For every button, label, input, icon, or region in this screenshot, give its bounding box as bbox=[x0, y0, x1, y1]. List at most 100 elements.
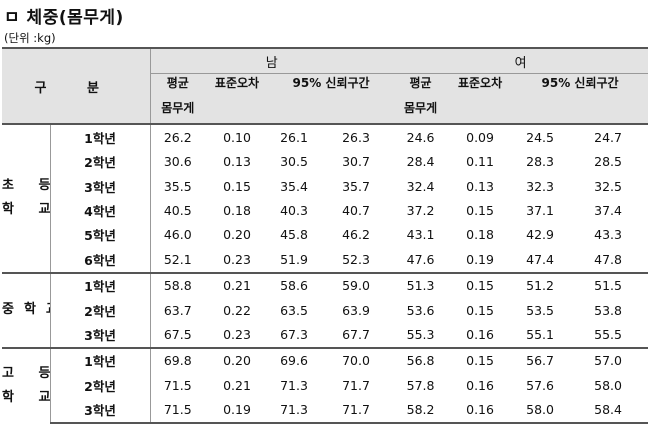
header-row: 구 분 남 여 bbox=[2, 46, 649, 125]
female-value-cell: 43.3 bbox=[594, 227, 622, 243]
male-value-cell: 0.23 bbox=[223, 251, 251, 267]
female-value-cell: 43.1 bbox=[406, 227, 435, 243]
female-value-cell: 28.3 bbox=[526, 154, 554, 170]
grade-label: 1학년 bbox=[50, 346, 151, 374]
male-value-cell: 63.5 bbox=[280, 302, 308, 318]
male-value-cell: 69.8 bbox=[150, 346, 206, 374]
school-group-label: 고 등학 교 bbox=[2, 346, 51, 423]
male-value-cell: 26.1 bbox=[269, 123, 320, 150]
female-value-cell: 55.3 bbox=[406, 326, 435, 342]
female-value-cell: 55.1 bbox=[526, 326, 554, 342]
female-value-cell: 56.8 bbox=[393, 346, 449, 374]
female-value-cell: 0.16 bbox=[466, 377, 494, 393]
male-value-cell: 0.20 bbox=[223, 227, 251, 243]
male-value-cell: 59.0 bbox=[319, 271, 394, 298]
male-mean-header-line2: 몸무게 bbox=[150, 98, 206, 125]
female-value-cell: 55.5 bbox=[594, 326, 622, 342]
male-value-cell: 46.0 bbox=[163, 227, 192, 243]
unit-label: (단위 :kg) bbox=[4, 31, 56, 45]
female-value-cell: 57.0 bbox=[568, 346, 649, 374]
school-group-label-line1: 고 등 bbox=[2, 365, 49, 381]
table-row: 2학년 71.5 0.21 71.3 71.7 57.8 0.16 57.6 58.0 bbox=[2, 373, 648, 398]
male-value-cell: 26.3 bbox=[319, 123, 394, 150]
male-value-cell: 35.5 bbox=[163, 178, 192, 194]
female-value-cell: 57.8 bbox=[406, 377, 435, 393]
female-value-cell: 0.16 bbox=[466, 326, 494, 342]
school-group-label-line2: 학 교 bbox=[2, 389, 49, 405]
female-value-cell: 47.4 bbox=[526, 251, 554, 267]
female-value-cell: 32.4 bbox=[406, 178, 435, 194]
grade-label: 1학년 bbox=[50, 123, 151, 150]
male-value-cell: 46.2 bbox=[342, 227, 370, 243]
male-value-cell: 71.7 bbox=[342, 377, 370, 393]
grade-label: 4학년 bbox=[50, 198, 151, 223]
female-value-cell: 24.7 bbox=[568, 123, 649, 150]
female-value-cell: 0.18 bbox=[466, 227, 494, 243]
male-value-cell: 71.3 bbox=[280, 377, 308, 393]
male-value-cell: 35.7 bbox=[342, 178, 370, 194]
grade-label: 2학년 bbox=[50, 149, 151, 174]
female-value-cell: 24.5 bbox=[512, 123, 569, 150]
table-row: 2학년 63.7 0.22 63.5 63.9 53.6 0.15 53.5 53.8 bbox=[2, 297, 648, 323]
male-value-cell: 71.3 bbox=[269, 397, 320, 424]
male-value-cell: 45.8 bbox=[280, 227, 308, 243]
table-row: 2학년 30.6 0.13 30.5 30.7 28.4 0.11 28.3 28.5 bbox=[2, 149, 648, 174]
grade-label: 2학년 bbox=[50, 297, 151, 323]
page-title: ㅁ 체중(몸무게) bbox=[4, 8, 124, 28]
grade-label: 5학년 bbox=[50, 222, 151, 248]
male-value-cell: 0.19 bbox=[205, 397, 270, 424]
male-value-cell: 0.20 bbox=[205, 346, 270, 374]
male-value-cell: 0.13 bbox=[223, 154, 251, 170]
female-value-cell: 42.9 bbox=[526, 227, 554, 243]
table-row: 5학년 46.0 0.20 45.8 46.2 43.1 0.18 42.9 43.3 bbox=[2, 222, 648, 248]
subheader-row-2: 몸무게 몸무게 bbox=[2, 98, 649, 125]
female-value-cell: 0.15 bbox=[466, 302, 494, 318]
grade-label: 1학년 bbox=[50, 271, 151, 298]
female-value-cell: 0.11 bbox=[466, 154, 494, 170]
grade-label: 6학년 bbox=[50, 247, 151, 273]
table-row: 6학년 52.1 0.23 51.9 52.3 47.6 0.19 47.4 47.8 bbox=[2, 247, 648, 273]
male-value-cell: 0.21 bbox=[205, 271, 270, 298]
male-mean-header: 평균 bbox=[150, 73, 206, 99]
male-value-cell: 67.5 bbox=[163, 326, 192, 342]
table-row: 고 등학 교1학년69.80.2069.670.056.80.1556.757.… bbox=[2, 346, 649, 423]
male-value-cell: 0.21 bbox=[223, 377, 251, 393]
male-value-cell: 30.5 bbox=[280, 154, 308, 170]
female-value-cell: 51.3 bbox=[393, 271, 449, 298]
female-value-cell: 47.6 bbox=[406, 251, 435, 267]
male-value-cell: 40.5 bbox=[163, 203, 192, 219]
female-value-cell: 32.3 bbox=[526, 178, 554, 194]
male-value-cell: 52.1 bbox=[163, 251, 192, 267]
female-value-cell: 0.15 bbox=[466, 203, 494, 219]
male-value-cell: 51.9 bbox=[280, 251, 308, 267]
male-value-cell: 0.23 bbox=[223, 326, 251, 342]
female-value-cell: 57.6 bbox=[526, 377, 554, 393]
female-value-cell: 28.4 bbox=[406, 154, 435, 170]
male-value-cell: 0.18 bbox=[223, 203, 251, 219]
male-value-cell: 26.2 bbox=[150, 123, 206, 150]
female-value-cell: 47.8 bbox=[594, 251, 622, 267]
female-value-cell: 53.5 bbox=[526, 302, 554, 318]
female-value-cell: 56.7 bbox=[512, 346, 569, 374]
female-value-cell: 51.2 bbox=[512, 271, 569, 298]
grade-label: 3학년 bbox=[50, 173, 151, 199]
female-value-cell: 37.1 bbox=[526, 203, 554, 219]
table-row: 3학년 67.5 0.23 67.3 67.7 55.3 0.16 55.1 55.5 bbox=[2, 322, 648, 348]
grade-label: 3학년 bbox=[50, 397, 151, 424]
male-value-cell: 71.5 bbox=[163, 377, 192, 393]
male-value-cell: 40.7 bbox=[342, 203, 370, 219]
male-header: 남 bbox=[150, 47, 394, 75]
male-value-cell: 69.6 bbox=[269, 346, 320, 374]
female-value-cell: 51.5 bbox=[568, 271, 649, 298]
school-group-label: 초 등학 교 bbox=[2, 123, 51, 273]
male-value-cell: 40.3 bbox=[280, 203, 308, 219]
female-value-cell: 0.13 bbox=[466, 178, 494, 194]
female-value-cell: 0.15 bbox=[448, 271, 513, 298]
female-value-cell: 58.0 bbox=[594, 377, 622, 393]
male-ci-header: 95% 신뢰구간 bbox=[269, 73, 394, 99]
female-value-cell: 0.09 bbox=[448, 123, 513, 150]
female-mean-header-line2: 몸무게 bbox=[393, 98, 449, 125]
female-se-header: 표준오차 bbox=[448, 73, 513, 99]
female-value-cell: 58.2 bbox=[393, 397, 449, 424]
